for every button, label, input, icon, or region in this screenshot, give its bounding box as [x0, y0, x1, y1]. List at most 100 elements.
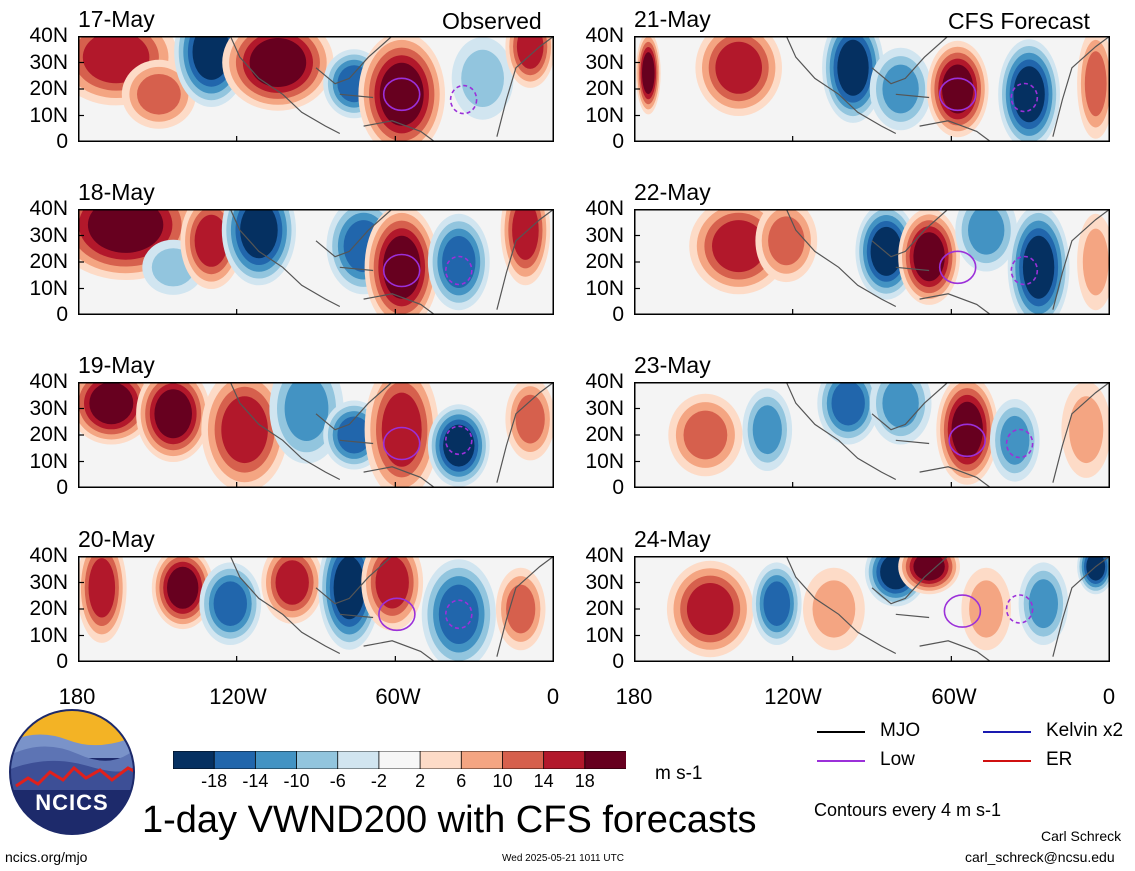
y-tick-label: 30N — [585, 223, 624, 247]
low-contour — [444, 425, 473, 456]
low-contour — [1005, 594, 1034, 624]
map-panel — [78, 36, 554, 142]
y-tick-label: 0 — [612, 303, 624, 326]
wind-field-map — [634, 36, 1110, 142]
coastline — [229, 209, 554, 315]
y-tick-label: 20N — [29, 250, 68, 273]
wind-field-map — [78, 382, 554, 488]
wind-field-map — [78, 209, 554, 315]
wind-field-map — [634, 382, 1110, 488]
panel-date: 22-May — [634, 179, 711, 205]
x-tick-label: 120W — [764, 684, 822, 709]
wind-anomaly-contour — [442, 236, 476, 288]
wind-field-map — [78, 556, 554, 662]
mjo-legend-label: MJO — [880, 720, 921, 741]
colorbar-swatch — [378, 750, 421, 770]
footer-url: ncics.org/mjo — [5, 849, 88, 865]
x-tick-label: 180 — [615, 684, 653, 709]
wind-anomaly-contour — [379, 62, 424, 126]
ncics-logo: NCICS — [8, 708, 136, 836]
map-panel — [78, 382, 554, 488]
y-tick-label: 30N — [585, 50, 624, 74]
low-contour — [938, 77, 977, 112]
wind-anomaly-contour — [333, 556, 365, 620]
colorbar-swatch — [213, 750, 257, 770]
panel-date: 18-May — [78, 179, 155, 205]
wind-anomaly-contour — [715, 41, 762, 94]
wind-anomaly-contour — [913, 232, 945, 282]
x-tick-label: 180 — [58, 684, 96, 709]
wind-anomaly-contour — [913, 556, 945, 581]
coastline — [229, 36, 554, 142]
y-tick-label: 10N — [29, 276, 68, 300]
colorbar-tick-label: 2 — [415, 771, 426, 791]
wind-anomaly-contour — [382, 235, 421, 299]
wind-anomaly-contour — [194, 214, 228, 267]
low-contour — [444, 255, 473, 286]
y-tick-label: 40N — [585, 370, 624, 393]
y-tick-label: 20N — [29, 423, 68, 446]
wind-anomaly-contour — [192, 36, 231, 80]
low-contour — [382, 426, 421, 461]
wind-anomaly-contour — [249, 38, 307, 87]
panel-date: 17-May — [78, 6, 155, 32]
wind-anomaly-contour — [712, 220, 766, 273]
low-contour — [1010, 255, 1039, 286]
map-panel — [78, 556, 554, 662]
map-panel — [634, 382, 1110, 488]
map-panel — [634, 556, 1110, 662]
wind-anomaly-contour — [137, 74, 181, 115]
wind-anomaly-contour — [1086, 556, 1106, 581]
y-tick-label: 10N — [29, 449, 68, 473]
colorbar-units: m s-1 — [655, 763, 703, 784]
kelvin-legend-line — [983, 731, 1031, 733]
colorbar-swatch — [543, 750, 586, 770]
wind-anomaly-contour — [968, 209, 1005, 255]
y-tick-label: 40N — [585, 197, 624, 220]
y-tick-label: 0 — [56, 650, 68, 673]
wind-anomaly-contour — [969, 580, 1004, 638]
colorbar-swatch — [460, 750, 504, 770]
wind-anomaly-contour — [240, 209, 278, 259]
wind-anomaly-contour — [284, 382, 329, 441]
colorbar-tick-label: 10 — [492, 771, 513, 791]
footer-email: carl_schreck@ncsu.edu — [965, 849, 1115, 865]
wind-anomaly-contour — [381, 392, 422, 467]
wind-anomaly-contour — [443, 424, 475, 467]
panel-date: 20-May — [78, 526, 155, 552]
y-tick-label: 40N — [29, 197, 68, 220]
colorbar-swatch — [337, 750, 380, 770]
panel-date: 24-May — [634, 526, 711, 552]
y-tick-label: 0 — [612, 650, 624, 673]
x-tick-label: 60W — [375, 684, 421, 709]
y-tick-label: 20N — [585, 597, 624, 620]
wind-anomaly-contour — [686, 583, 734, 635]
wind-anomaly-contour — [831, 382, 865, 426]
wind-anomaly-contour — [752, 405, 782, 455]
wind-anomaly-contour — [213, 581, 247, 626]
wind-anomaly-contour — [88, 558, 116, 618]
wind-anomaly-contour — [515, 394, 545, 444]
y-tick-label: 0 — [612, 476, 624, 499]
wind-anomaly-contour — [768, 216, 805, 266]
y-tick-label: 40N — [29, 24, 68, 47]
wind-anomaly-contour — [275, 560, 309, 605]
y-tick-label: 10N — [585, 276, 624, 300]
mjo-legend-line — [817, 731, 865, 733]
wind-anomaly-contour — [154, 389, 192, 439]
colorbar-tick-label: -10 — [283, 771, 310, 791]
wind-anomaly-contour — [683, 410, 728, 460]
figure-title: 1-day VWND200 with CFS forecasts — [142, 799, 757, 841]
wind-anomaly-contour — [1069, 396, 1104, 464]
colorbar-tick-label: -2 — [370, 771, 387, 791]
wind-field-map — [78, 36, 554, 142]
y-tick-label: 30N — [29, 50, 68, 74]
wind-anomaly-contour — [870, 226, 902, 276]
x-tick-label: 120W — [209, 684, 267, 709]
wind-anomaly-contour — [221, 396, 268, 464]
y-tick-label: 40N — [29, 370, 68, 393]
colorbar-tick-label: -6 — [329, 771, 346, 791]
wind-anomaly-contour — [1022, 235, 1055, 299]
wind-anomaly-contour — [375, 556, 409, 609]
y-tick-label: 40N — [29, 544, 68, 567]
